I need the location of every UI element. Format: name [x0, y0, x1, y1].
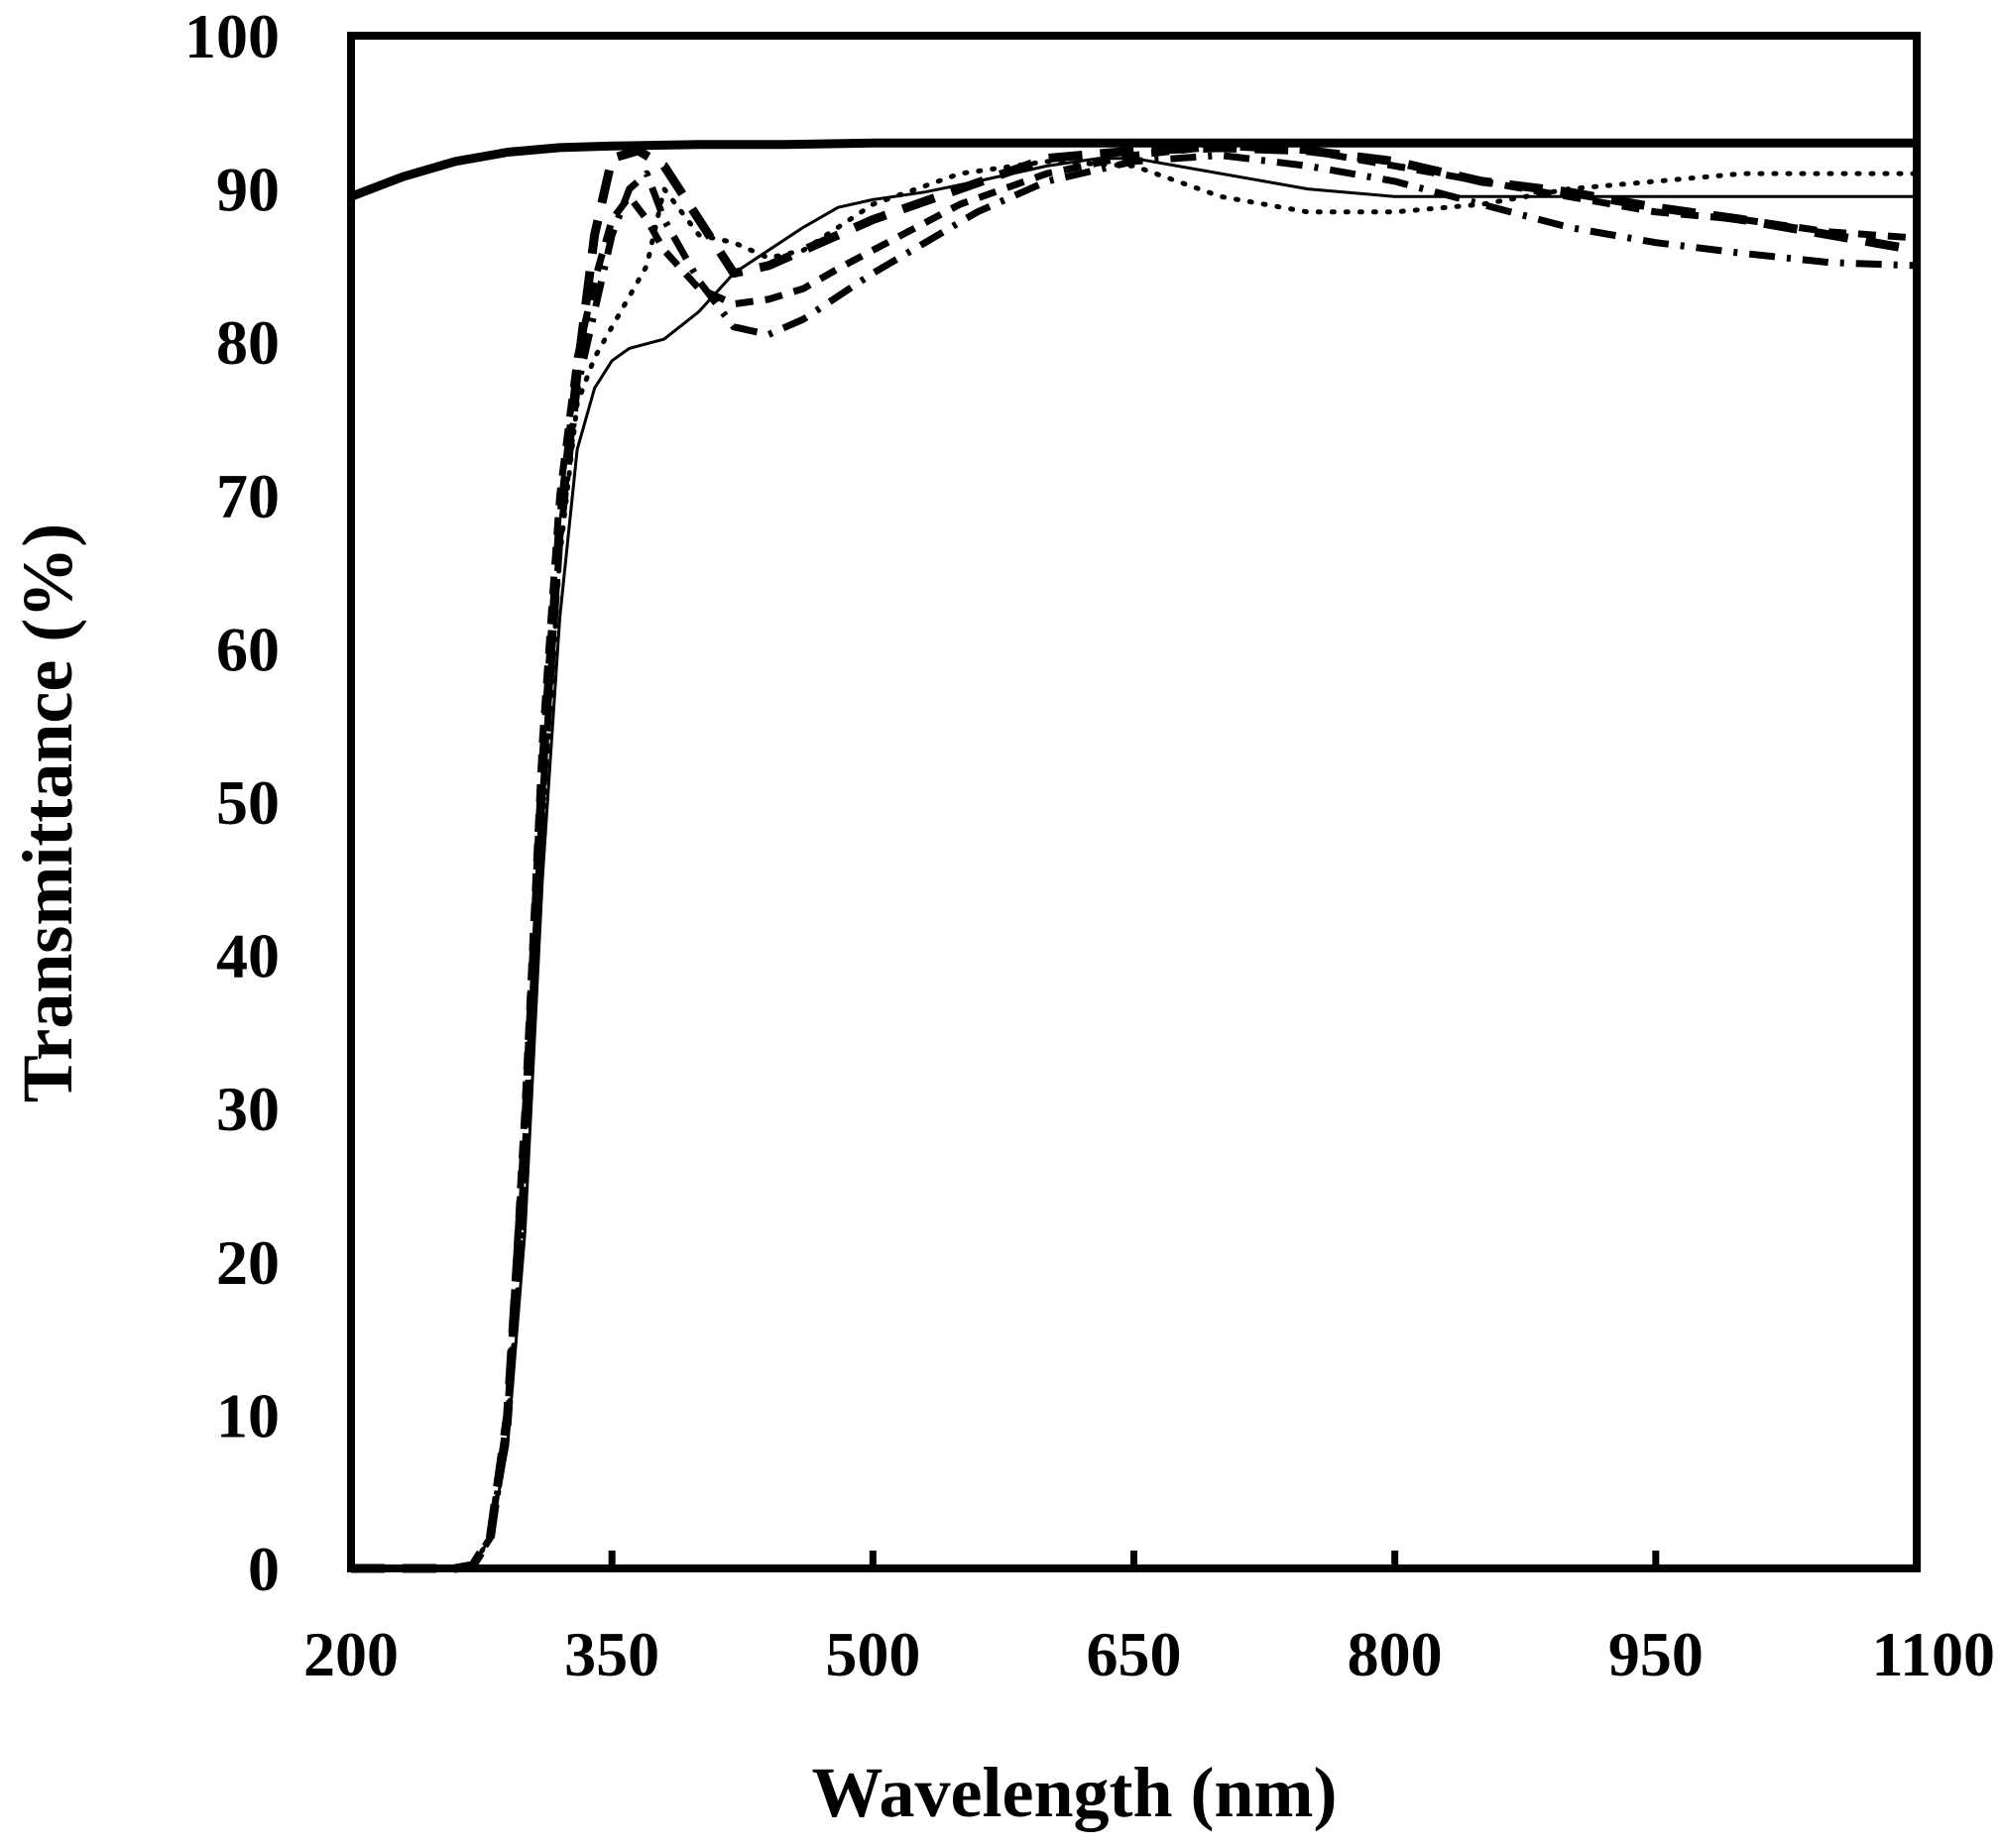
x-tick-label: 200 — [303, 1619, 399, 1689]
series-line-1-thick-solid — [349, 138, 1917, 201]
x-tick-label: 950 — [1608, 1619, 1704, 1689]
y-axis-title: Transmittance (%) — [8, 523, 87, 1103]
x-axis-title: Wavelength (nm) — [812, 1753, 1338, 1832]
y-tick-label: 60 — [216, 614, 280, 684]
x-tick-label: 1100 — [1872, 1619, 1995, 1689]
x-tick-label: 500 — [825, 1619, 920, 1689]
y-tick-label: 80 — [216, 307, 280, 378]
y-tick-label: 90 — [216, 155, 280, 225]
series-line-6-long-dash — [351, 142, 1918, 1572]
y-tick-label: 30 — [216, 1074, 280, 1144]
series-layer — [348, 138, 1920, 1573]
y-tick-label: 70 — [216, 461, 280, 531]
x-tick-label: 350 — [564, 1619, 659, 1689]
y-tick-label: 100 — [184, 1, 280, 71]
y-tick-label: 0 — [248, 1534, 280, 1604]
x-tick-label: 800 — [1348, 1619, 1443, 1689]
plot-frame — [347, 32, 1921, 1572]
x-tick-label: 650 — [1087, 1619, 1182, 1689]
y-tick-label: 10 — [216, 1380, 280, 1450]
ticks-layer: 200 350 500 650 800 950 1100 0 10 20 30 40 50 60 70 80 9… — [184, 1, 1995, 1689]
series-line-2-thin-solid — [351, 157, 1917, 1570]
y-tick-label: 50 — [216, 767, 280, 838]
y-tick-label: 20 — [216, 1227, 280, 1298]
y-tick-label: 40 — [216, 921, 280, 991]
